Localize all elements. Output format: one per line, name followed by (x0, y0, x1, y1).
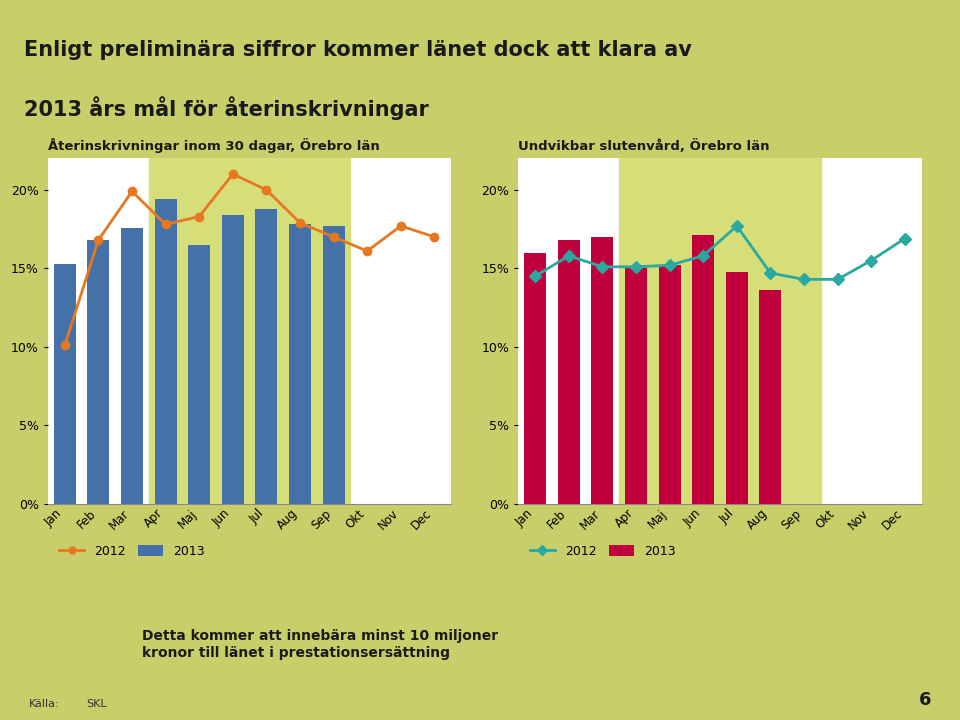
Bar (625, 269, 647, 504)
Text: Källa:: Källa: (29, 699, 60, 709)
Bar (155, 199, 177, 504)
Bar (726, 271, 748, 504)
Bar (222, 215, 244, 504)
Text: 2013 års mål för återinskrivningar: 2013 års mål för återinskrivningar (24, 96, 429, 120)
Bar (323, 226, 345, 504)
Bar (188, 245, 210, 504)
Bar (692, 235, 714, 504)
Text: Undvikbar slutenvård, Örebro län: Undvikbar slutenvård, Örebro län (518, 139, 770, 153)
Bar (558, 240, 580, 504)
Bar (591, 237, 613, 504)
Bar (619, 158, 821, 504)
Text: 6: 6 (919, 691, 931, 709)
Bar (289, 225, 311, 504)
Bar (121, 228, 143, 504)
Bar (87, 240, 109, 504)
Bar (54, 264, 76, 504)
Bar (255, 209, 277, 504)
Text: SKL: SKL (86, 699, 107, 709)
Legend: 2012, 2013: 2012, 2013 (525, 539, 681, 562)
Text: Enligt preliminära siffror kommer länet dock att klara av: Enligt preliminära siffror kommer länet … (24, 40, 692, 60)
Bar (524, 253, 546, 504)
Text: Återinskrivningar inom 30 dagar, Örebro län: Återinskrivningar inom 30 dagar, Örebro … (48, 138, 380, 153)
Text: Detta kommer att innebära minst 10 miljoner
kronor till länet i prestationsersät: Detta kommer att innebära minst 10 miljo… (142, 629, 498, 660)
Bar (759, 290, 781, 504)
Legend: 2012, 2013: 2012, 2013 (55, 539, 210, 562)
Bar (149, 158, 350, 504)
Bar (659, 265, 681, 504)
